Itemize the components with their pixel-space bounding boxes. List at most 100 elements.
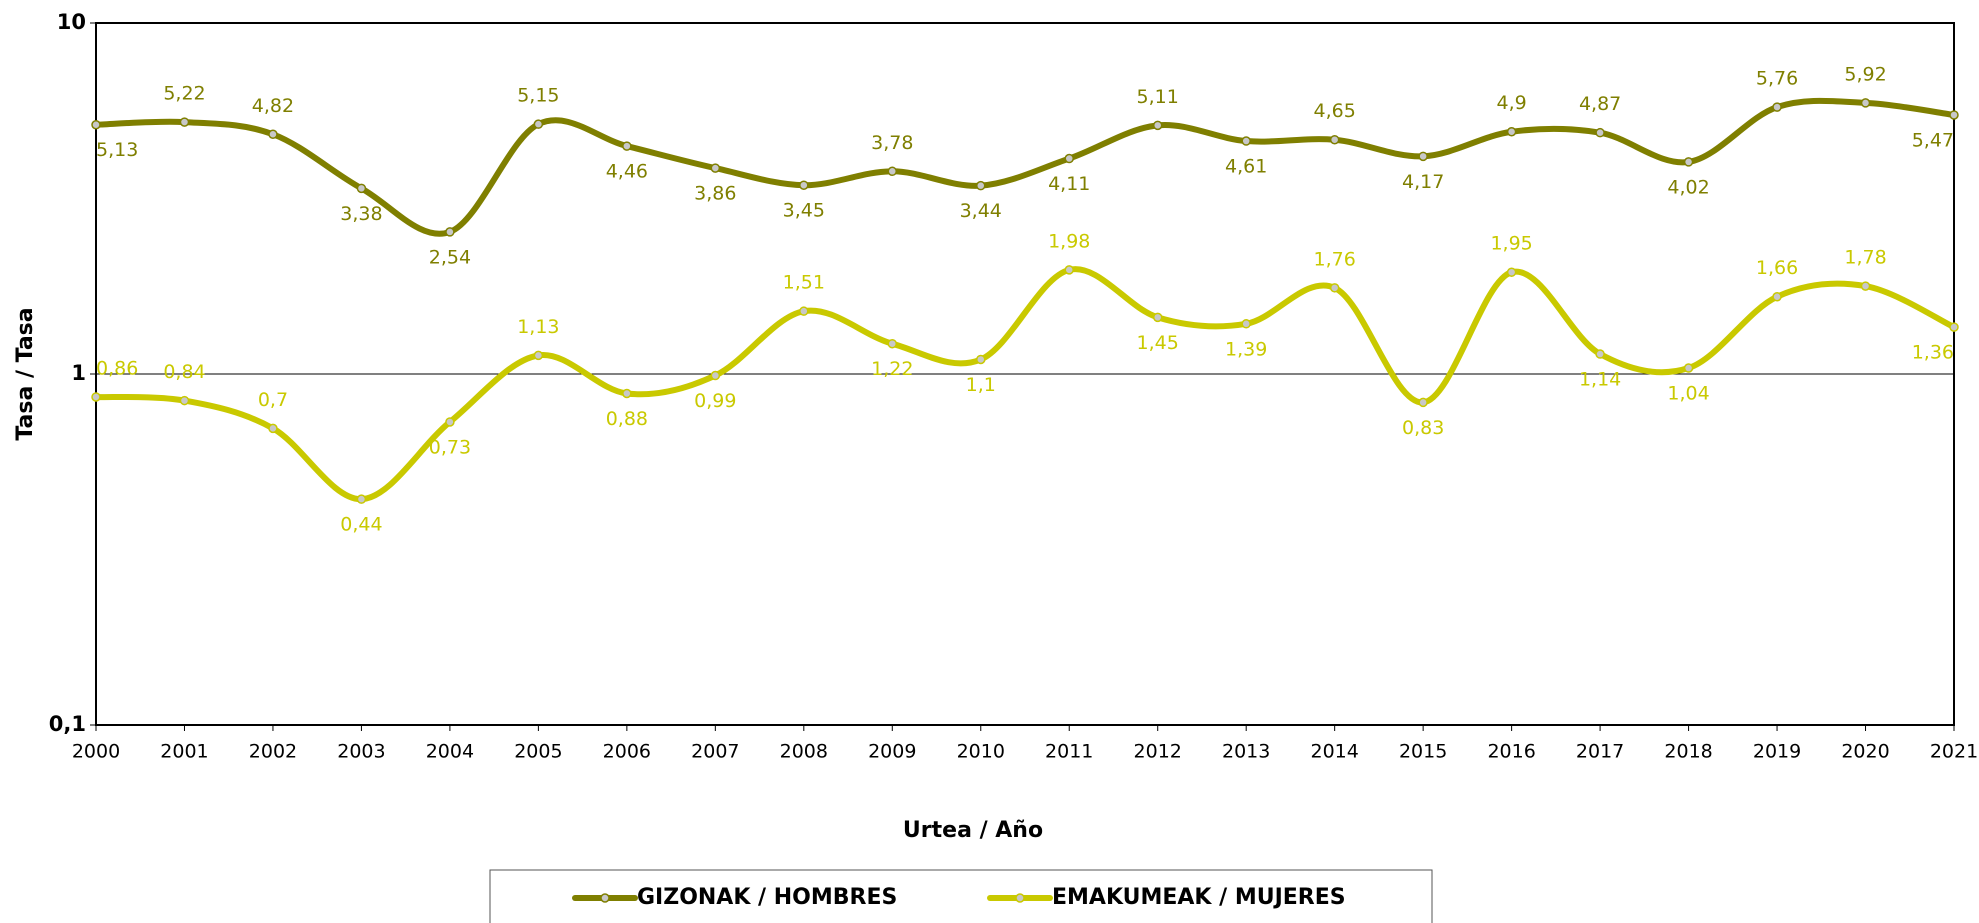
data-label: 3,86 (694, 183, 736, 205)
data-label: 4,65 (1314, 100, 1356, 122)
data-label: 1,14 (1579, 369, 1621, 391)
legend-box (489, 869, 1433, 923)
data-label: 1,39 (1225, 338, 1267, 360)
x-tick-label: 2019 (1753, 741, 1801, 763)
data-label: 0,88 (606, 408, 648, 430)
data-label: 0,99 (694, 390, 736, 412)
data-label: 5,22 (163, 83, 205, 105)
data-label: 1,76 (1314, 248, 1356, 270)
marker (1506, 126, 1517, 137)
data-label: 1,51 (783, 272, 825, 294)
data-label: 3,78 (871, 132, 913, 154)
marker (1418, 151, 1428, 162)
marker (1772, 102, 1782, 112)
x-tick-label: 2014 (1310, 741, 1358, 763)
data-label: 5,15 (517, 85, 559, 107)
marker (179, 117, 190, 127)
y-tick-label: 1 (71, 361, 86, 385)
marker (356, 183, 367, 194)
marker (1595, 349, 1605, 359)
data-label: 0,7 (258, 389, 288, 411)
x-tick-label: 2012 (1134, 741, 1182, 763)
y-axis-title: Tasa / Tasa (13, 307, 38, 440)
marker (710, 163, 721, 173)
x-tick-label: 2008 (780, 741, 828, 763)
marker (268, 423, 278, 434)
plot-frame (95, 22, 1955, 726)
x-tick-label: 2005 (514, 741, 562, 763)
x-axis-title: Urtea / Año (903, 818, 1043, 843)
data-label: 3,45 (783, 200, 825, 222)
x-tick-label: 2006 (603, 741, 651, 763)
x-tick-label: 2009 (868, 741, 916, 763)
marker (91, 119, 101, 130)
data-label: 4,61 (1225, 156, 1267, 178)
marker (887, 338, 898, 349)
data-label: 4,87 (1579, 93, 1621, 115)
marker (976, 180, 986, 191)
data-label: 1,1 (966, 374, 996, 396)
y-tick-label: 10 (57, 10, 86, 34)
data-label: 5,92 (1844, 63, 1886, 85)
marker (1152, 120, 1163, 131)
marker (1506, 267, 1517, 277)
data-label: 4,82 (252, 95, 294, 117)
marker (710, 370, 721, 381)
x-tick-label: 2010 (957, 741, 1005, 763)
legend-marker (1015, 893, 1025, 903)
marker (1683, 157, 1694, 167)
data-label: 0,86 (96, 357, 138, 379)
data-label: 1,98 (1048, 230, 1090, 252)
series-line (93, 266, 1957, 503)
x-tick-label: 2003 (337, 741, 385, 763)
y-tick-label: 0,1 (49, 712, 86, 736)
legend-label: EMAKUMEAK / MUJERES (1052, 885, 1346, 910)
x-tick-label: 2000 (72, 741, 120, 763)
marker (445, 227, 455, 237)
marker (1329, 134, 1340, 145)
marker (1064, 265, 1074, 275)
marker (356, 494, 367, 504)
marker (268, 129, 278, 140)
marker (1860, 281, 1871, 291)
data-label: 3,44 (960, 200, 1002, 222)
data-label: 0,84 (163, 361, 205, 383)
marker (799, 180, 809, 190)
marker (533, 119, 544, 129)
x-tick-label: 2015 (1399, 741, 1447, 763)
data-label: 4,9 (1497, 92, 1527, 114)
marker (91, 392, 101, 402)
data-label: 1,78 (1844, 247, 1886, 269)
marker (887, 166, 898, 177)
marker (1241, 319, 1251, 329)
marker (799, 306, 809, 316)
marker (622, 141, 632, 151)
series-line (93, 97, 1957, 237)
data-label: 1,04 (1667, 383, 1709, 405)
legend-label: GIZONAK / HOMBRES (637, 885, 897, 910)
data-label: 1,66 (1756, 257, 1798, 279)
x-tick-label: 2011 (1045, 741, 1093, 763)
marker (1418, 397, 1428, 408)
x-tick-label: 2017 (1576, 741, 1624, 763)
data-label: 4,02 (1667, 176, 1709, 198)
marker (1064, 153, 1074, 164)
data-label: 2,54 (429, 246, 471, 268)
legend-marker (600, 893, 610, 903)
data-label: 1,22 (871, 358, 913, 380)
marker (179, 395, 190, 406)
x-tick-label: 2018 (1664, 741, 1712, 763)
data-label: 1,13 (517, 316, 559, 338)
x-tick-label: 2002 (249, 741, 297, 763)
data-label: 1,45 (1137, 332, 1179, 354)
marker (1595, 127, 1605, 138)
data-label: 3,38 (340, 203, 382, 225)
marker (1860, 98, 1871, 108)
data-label: 4,11 (1048, 173, 1090, 195)
data-label: 0,83 (1402, 417, 1444, 439)
marker (1329, 283, 1340, 293)
data-label: 5,13 (96, 139, 138, 161)
marker (1152, 312, 1163, 323)
marker (533, 350, 544, 361)
